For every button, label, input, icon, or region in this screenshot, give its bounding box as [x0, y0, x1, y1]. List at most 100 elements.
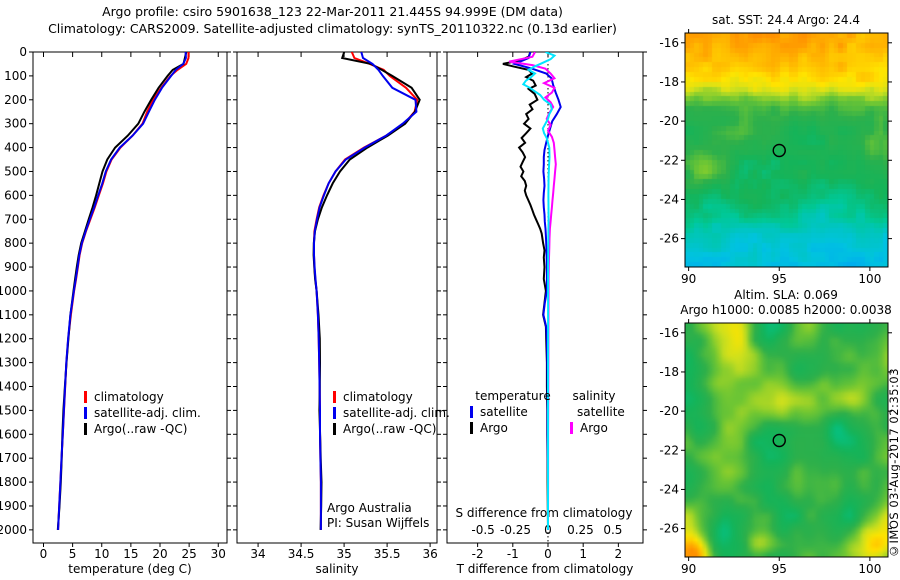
- y-tick-label: 400: [4, 141, 27, 155]
- legend-item: Argo: [470, 420, 556, 436]
- x-tick-label: 0: [544, 547, 552, 561]
- legend-label: satellite-adj. clim.: [343, 405, 450, 420]
- x-axis-label: salinity: [315, 562, 358, 576]
- x-tick-label: 25: [181, 547, 196, 561]
- y-tick-label: 1000: [0, 284, 27, 298]
- map-y-tick-label: -20: [659, 404, 679, 418]
- x-tick-label: -1: [507, 547, 519, 561]
- title-line-2: Climatology: CARS2009. Satellite-adjuste…: [48, 21, 617, 36]
- legend-item: satellite: [470, 404, 556, 420]
- map-x-tick-label: 100: [858, 562, 881, 576]
- temperature-plot-legend: climatology satellite-adj. clim. Argo(..…: [84, 389, 201, 437]
- diff-legend-sal-header: salinity: [572, 389, 616, 403]
- credit-block: Argo Australia PI: Susan Wijffels: [327, 501, 429, 531]
- map-y-tick-label: -16: [659, 326, 679, 340]
- y-tick-label: 1300: [0, 356, 27, 370]
- y-tick-label: 1800: [0, 475, 27, 489]
- map-y-tick-label: -18: [659, 365, 679, 379]
- y-tick-label: 800: [4, 236, 27, 250]
- legend-label: Argo: [480, 420, 508, 435]
- x-tick-label: 34.5: [288, 547, 315, 561]
- y-tick-label: 2000: [0, 523, 27, 537]
- axis-box: [32, 51, 228, 544]
- profile-line-climatology: [57, 52, 190, 530]
- legend-label: Argo: [580, 420, 608, 435]
- satellite-clim-line-swatch: [333, 407, 336, 419]
- sla-map-title-line-1: Altim. SLA: 0.069: [734, 288, 838, 302]
- profile-line-climatology: [313, 52, 419, 530]
- y-tick-label: 1100: [0, 308, 27, 322]
- legend-label: satellite-adj. clim.: [94, 405, 201, 420]
- s-tick-label: 0: [544, 523, 552, 537]
- legend-item: climatology: [333, 389, 450, 405]
- argo-line-swatch: [84, 423, 87, 435]
- legend-label: satellite: [577, 404, 625, 419]
- diff-line-argo_s: [508, 52, 557, 530]
- x-tick-label: 5: [69, 547, 77, 561]
- y-tick-label: 900: [4, 260, 27, 274]
- y-tick-label: 700: [4, 212, 27, 226]
- map-y-tick-label: -22: [659, 153, 679, 167]
- climatology-line-swatch: [84, 391, 87, 403]
- x-tick-label: 30: [211, 547, 226, 561]
- diff-line-argo: [502, 52, 549, 530]
- climatology-line-swatch: [333, 391, 336, 403]
- profile-line-satellite_clim: [313, 52, 418, 530]
- x-tick-label: 35.5: [374, 547, 401, 561]
- credit-line-1: Argo Australia: [327, 501, 412, 515]
- x-axis-label: T difference from climatology: [456, 562, 634, 576]
- salinity-plot-legend: climatology satellite-adj. clim. Argo(..…: [333, 389, 450, 437]
- sla-map-canvas: [685, 323, 888, 557]
- map-y-tick-label: -22: [659, 443, 679, 457]
- map-y-tick-label: -26: [659, 522, 679, 536]
- x-tick-label: 20: [152, 547, 167, 561]
- axis-box: [446, 51, 644, 544]
- y-tick-label: 1900: [0, 499, 27, 513]
- y-tick-label: 600: [4, 188, 27, 202]
- satellite-t-line-swatch: [470, 406, 473, 418]
- y-tick-label: 1500: [0, 403, 27, 417]
- map-x-tick-label: 90: [681, 272, 696, 286]
- s-tick-label: 0.25: [567, 523, 594, 537]
- map-y-tick-label: -24: [659, 192, 679, 206]
- map-x-tick-label: 100: [858, 272, 881, 286]
- x-tick-label: 35: [336, 547, 351, 561]
- s-tick-label: 0.5: [603, 523, 622, 537]
- y-tick-label: 1600: [0, 427, 27, 441]
- legend-item: climatology: [84, 389, 201, 405]
- title-line-1: Argo profile: csiro 5901638_123 22-Mar-2…: [102, 4, 563, 19]
- sst-map-canvas: [685, 33, 888, 267]
- x-tick-label: 36: [422, 547, 437, 561]
- y-tick-label: 500: [4, 164, 27, 178]
- x-tick-label: 10: [94, 547, 109, 561]
- sla-map-title-line-2: Argo h1000: 0.0085 h2000: 0.0038: [680, 303, 892, 317]
- y-tick-label: 100: [4, 69, 27, 83]
- legend-label: Argo(..raw -QC): [94, 421, 188, 436]
- profile-line-satellite_clim: [57, 52, 187, 530]
- credit-line-2: PI: Susan Wijffels: [327, 516, 430, 530]
- argo-s-line-swatch: [570, 422, 573, 434]
- y-tick-label: 300: [4, 117, 27, 131]
- y-tick-label: 0: [19, 45, 27, 59]
- y-tick-label: 1700: [0, 451, 27, 465]
- legend-item: satellite-adj. clim.: [84, 405, 201, 421]
- profile-line-argo: [56, 52, 188, 530]
- x-tick-label: 2: [615, 547, 623, 561]
- y-tick-label: 200: [4, 93, 27, 107]
- map-x-tick-label: 95: [772, 562, 787, 576]
- y-tick-label: 1400: [0, 380, 27, 394]
- legend-item: Argo(..raw -QC): [84, 421, 201, 437]
- satellite-clim-line-swatch: [84, 407, 87, 419]
- argo-t-line-swatch: [470, 422, 473, 434]
- argo-line-swatch: [333, 423, 336, 435]
- map-y-tick-label: -16: [659, 36, 679, 50]
- x-tick-label: 1: [579, 547, 587, 561]
- map-x-tick-label: 90: [681, 562, 696, 576]
- map-y-tick-label: -26: [659, 232, 679, 246]
- map-y-tick-label: -24: [659, 482, 679, 496]
- x-tick-label: 34: [250, 547, 265, 561]
- x-tick-label: 0: [40, 547, 48, 561]
- diff-legend-temperature: temperature satellite Argo: [470, 388, 556, 436]
- x-tick-label: -2: [472, 547, 484, 561]
- profile-line-argo: [312, 52, 421, 530]
